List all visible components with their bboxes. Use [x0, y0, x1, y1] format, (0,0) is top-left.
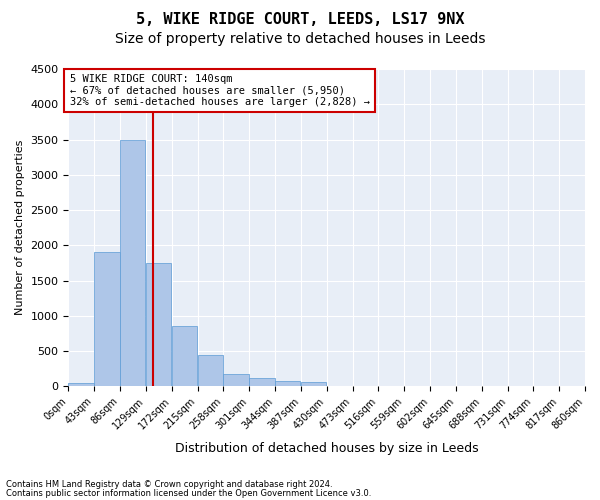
- Bar: [223, 374, 248, 386]
- Y-axis label: Number of detached properties: Number of detached properties: [15, 140, 25, 316]
- Bar: [94, 252, 119, 386]
- Bar: [68, 382, 94, 386]
- Bar: [146, 263, 171, 386]
- Text: Size of property relative to detached houses in Leeds: Size of property relative to detached ho…: [115, 32, 485, 46]
- Text: 5, WIKE RIDGE COURT, LEEDS, LS17 9NX: 5, WIKE RIDGE COURT, LEEDS, LS17 9NX: [136, 12, 464, 28]
- Bar: [275, 381, 301, 386]
- X-axis label: Distribution of detached houses by size in Leeds: Distribution of detached houses by size …: [175, 442, 479, 455]
- Bar: [172, 326, 197, 386]
- Bar: [301, 382, 326, 386]
- Text: Contains public sector information licensed under the Open Government Licence v3: Contains public sector information licen…: [6, 488, 371, 498]
- Bar: [197, 354, 223, 386]
- Text: 5 WIKE RIDGE COURT: 140sqm
← 67% of detached houses are smaller (5,950)
32% of s: 5 WIKE RIDGE COURT: 140sqm ← 67% of deta…: [70, 74, 370, 107]
- Text: Contains HM Land Registry data © Crown copyright and database right 2024.: Contains HM Land Registry data © Crown c…: [6, 480, 332, 489]
- Bar: [249, 378, 275, 386]
- Bar: [120, 140, 145, 386]
